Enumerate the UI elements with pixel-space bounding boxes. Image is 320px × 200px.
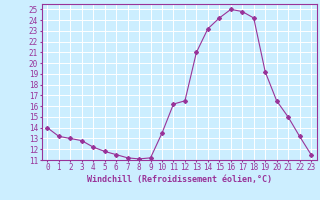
X-axis label: Windchill (Refroidissement éolien,°C): Windchill (Refroidissement éolien,°C) — [87, 175, 272, 184]
